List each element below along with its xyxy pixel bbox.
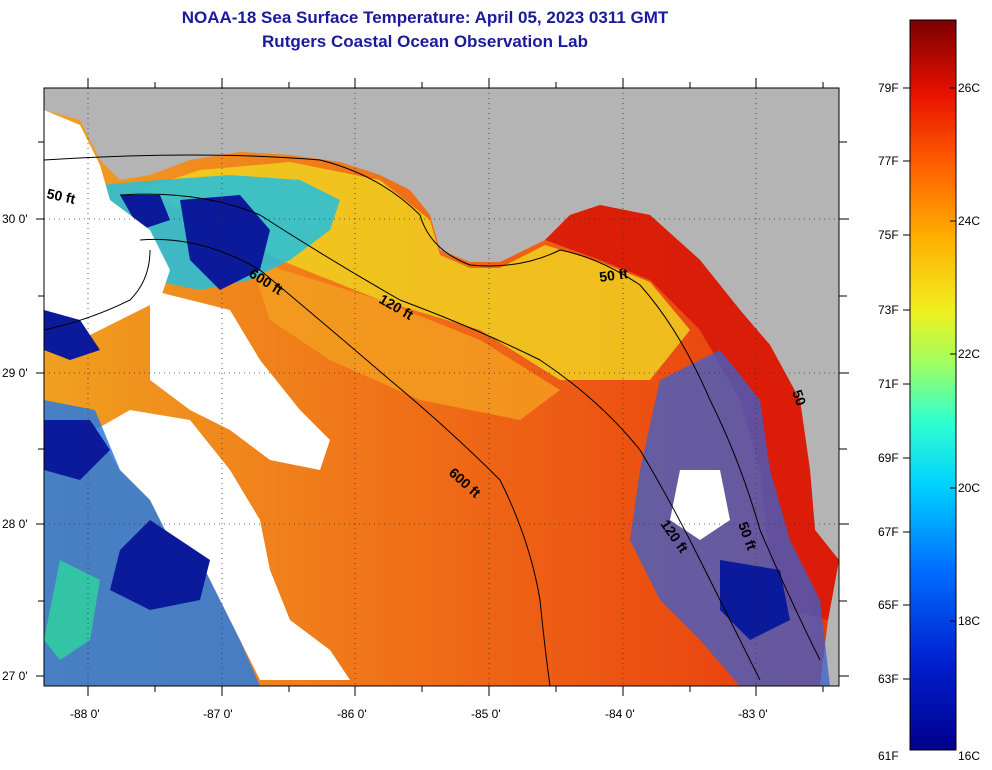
contour-label-50ft-w: 50 ft (45, 185, 77, 207)
cbar-f-77: 77F (878, 154, 899, 168)
cbar-c-20: 20C (958, 481, 980, 495)
cbar-f-67: 67F (878, 525, 899, 539)
map-title: NOAA-18 Sea Surface Temperature: April 0… (181, 8, 669, 27)
lon-label-84: -84 0' (605, 707, 635, 721)
cold-core-sw1 (44, 420, 110, 480)
cold-core-north (180, 195, 270, 290)
isobath-120ft (119, 193, 761, 681)
land-florida (44, 88, 839, 560)
cold-core-sw2 (110, 520, 210, 610)
colorbar-ticks (903, 87, 956, 680)
cbar-c-18: 18C (958, 614, 980, 628)
lon-label-87: -87 0' (203, 707, 233, 721)
isobath-50ft (44, 154, 821, 661)
cbar-f-69: 69F (878, 451, 899, 465)
map-frame (43, 87, 840, 687)
lat-label-28: 28 0' (2, 517, 28, 531)
cbar-f-61: 61F (878, 749, 899, 763)
cloud-central (95, 410, 350, 680)
contour-label-50ft-bigbend: 50 ft (598, 265, 629, 285)
cloud-nw (44, 110, 170, 340)
shelf-transition (250, 260, 560, 420)
lon-label-88: -88 0' (70, 707, 100, 721)
map-subtitle: Rutgers Coastal Ocean Observation Lab (262, 32, 588, 51)
coast-outline-w (44, 249, 151, 331)
isobath-600ft (139, 238, 551, 686)
lon-label-85: -85 0' (471, 707, 501, 721)
colorbar (909, 19, 957, 751)
green-patch-sw (44, 560, 100, 660)
lat-label-30: 30 0' (2, 212, 28, 226)
lon-label-83: -83 0' (738, 707, 768, 721)
cbar-c-22: 22C (958, 347, 980, 361)
cbar-c-16: 16C (958, 749, 980, 763)
cold-core-w (44, 310, 100, 360)
lon-label-86: -86 0' (337, 707, 367, 721)
cold-patch (120, 195, 170, 230)
cloud-se (670, 470, 730, 540)
lat-label-27: 27 0' (2, 669, 28, 683)
cloud-center-west (150, 290, 330, 470)
contour-label-50-e: 50 (789, 388, 809, 408)
cbar-c-24: 24C (958, 214, 980, 228)
cbar-f-65: 65F (878, 598, 899, 612)
cold-core-se (720, 560, 790, 640)
cbar-c-26: 26C (958, 81, 980, 95)
cbar-f-75: 75F (878, 228, 899, 242)
cbar-f-73: 73F (878, 303, 899, 317)
axis-ticks (36, 78, 849, 696)
lat-label-29: 29 0' (2, 366, 28, 380)
cbar-f-79: 79F (878, 81, 899, 95)
cbar-f-71: 71F (878, 377, 899, 391)
cbar-f-63: 63F (878, 672, 899, 686)
